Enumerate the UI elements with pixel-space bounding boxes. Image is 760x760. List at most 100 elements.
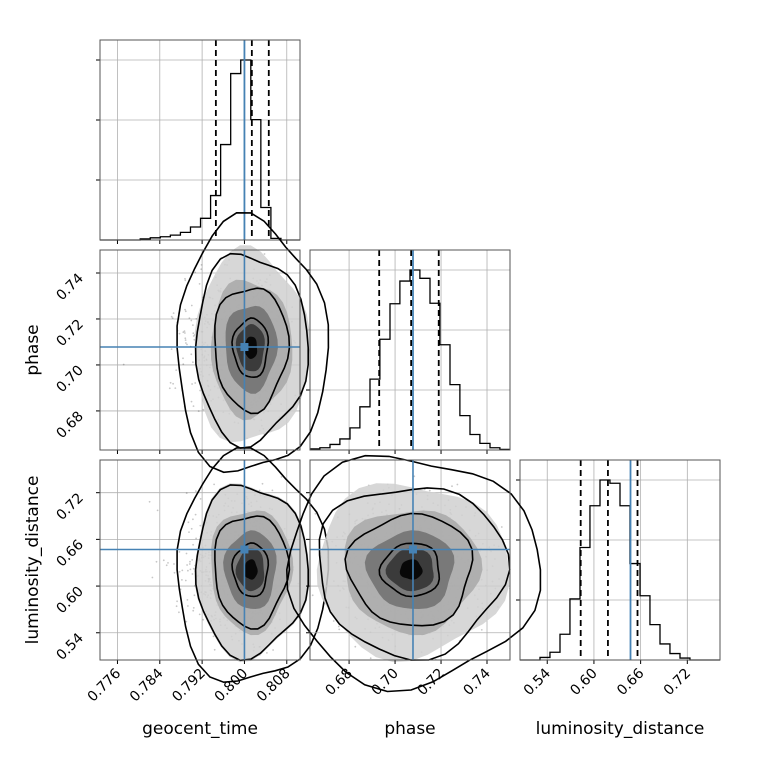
sample-point <box>183 330 186 332</box>
sample-point <box>337 625 340 628</box>
sample-point <box>182 363 185 366</box>
sample-point <box>188 563 191 565</box>
panel-frame <box>309 249 511 451</box>
sample-point <box>184 308 187 311</box>
contour-line <box>214 515 291 630</box>
sample-point <box>500 526 503 528</box>
sample-point <box>171 317 174 319</box>
sample-point <box>193 594 196 597</box>
sample-point <box>428 489 431 492</box>
sample-point <box>185 492 188 494</box>
histogram-luminosity_distance <box>516 459 721 664</box>
sample-point <box>184 332 186 334</box>
y-axis-title: luminosity_distance <box>23 476 43 645</box>
sample-point <box>190 527 193 530</box>
sample-point <box>193 338 196 341</box>
sample-point <box>261 482 264 485</box>
contour-line <box>231 542 270 598</box>
sample-point <box>190 304 193 307</box>
y-tick-label: 0.70 <box>53 362 86 395</box>
sample-point <box>168 387 171 390</box>
sample-point <box>369 657 372 660</box>
x-axis-title: phase <box>384 719 435 739</box>
y-tick-label: 0.66 <box>53 537 86 570</box>
x-tick-label: 0.800 <box>212 666 252 706</box>
sample-point <box>456 483 459 486</box>
sample-point <box>178 570 181 573</box>
contour-line <box>344 512 474 627</box>
histogram-step <box>520 479 720 661</box>
y-tick-label: 0.68 <box>53 408 86 441</box>
sample-point <box>185 552 188 555</box>
sample-point <box>192 405 195 407</box>
sample-point <box>167 562 169 564</box>
sample-point <box>155 560 158 563</box>
sample-point <box>184 310 187 313</box>
sample-point <box>194 271 197 274</box>
sample-point <box>264 244 266 246</box>
sample-point <box>280 476 283 478</box>
sample-point <box>192 609 195 612</box>
sample-point <box>189 560 191 563</box>
sample-point <box>191 559 194 561</box>
sample-point <box>184 337 187 340</box>
sample-point <box>148 500 151 503</box>
contour-line <box>194 484 309 662</box>
sample-point <box>176 600 179 603</box>
sample-point <box>181 579 183 581</box>
y-axis-title: phase <box>23 324 43 375</box>
density-fill <box>399 559 423 580</box>
x-tick-label: 0.66 <box>614 665 647 698</box>
sample-point <box>187 569 189 572</box>
sample-point <box>122 363 125 366</box>
x-tick-label: 0.60 <box>567 666 600 699</box>
sample-point <box>186 564 189 566</box>
sample-point <box>332 620 335 622</box>
sample-point <box>251 662 253 664</box>
sample-point <box>195 490 197 492</box>
histogram-geocent_time <box>96 39 301 244</box>
sample-point <box>263 253 266 255</box>
contour-line <box>318 487 511 661</box>
sample-point <box>192 543 195 546</box>
sample-point <box>172 382 175 385</box>
y-tick-label: 0.60 <box>53 584 86 617</box>
sample-point <box>190 319 193 322</box>
sample-point <box>187 605 189 607</box>
y-tick-label: 0.74 <box>53 270 86 303</box>
sample-point <box>354 645 357 648</box>
sample-point <box>194 382 197 384</box>
x-tick-label: 0.74 <box>460 665 493 698</box>
sample-point <box>197 410 200 412</box>
sample-point <box>169 381 172 384</box>
sample-point <box>192 567 195 570</box>
scatter-luminosity_distance-vs-geocent_time <box>96 447 330 684</box>
sample-point <box>170 315 173 318</box>
sample-point <box>311 594 314 597</box>
sample-point <box>194 513 197 516</box>
x-tick-label: 0.792 <box>169 666 209 706</box>
sample-point <box>156 509 159 512</box>
sample-point <box>213 648 216 651</box>
sample-point <box>185 620 188 623</box>
sample-point <box>190 400 193 403</box>
panel-frame <box>99 249 301 451</box>
sample-point <box>172 312 175 314</box>
sample-point <box>184 579 187 582</box>
sample-point <box>192 607 195 609</box>
sample-point <box>184 277 186 280</box>
sample-point <box>191 383 194 385</box>
histogram-phase <box>306 249 511 454</box>
sample-point <box>199 524 202 527</box>
sample-point <box>190 353 193 356</box>
x-tick-label: 0.72 <box>415 666 448 699</box>
x-tick-label: 0.784 <box>127 665 167 705</box>
histogram-step <box>100 59 300 241</box>
sample-point <box>271 489 274 492</box>
sample-point <box>198 613 201 616</box>
sample-point <box>191 573 194 575</box>
sample-point <box>173 571 176 574</box>
sample-point <box>274 469 276 471</box>
truth-marker <box>408 545 417 554</box>
sample-point <box>198 283 201 285</box>
